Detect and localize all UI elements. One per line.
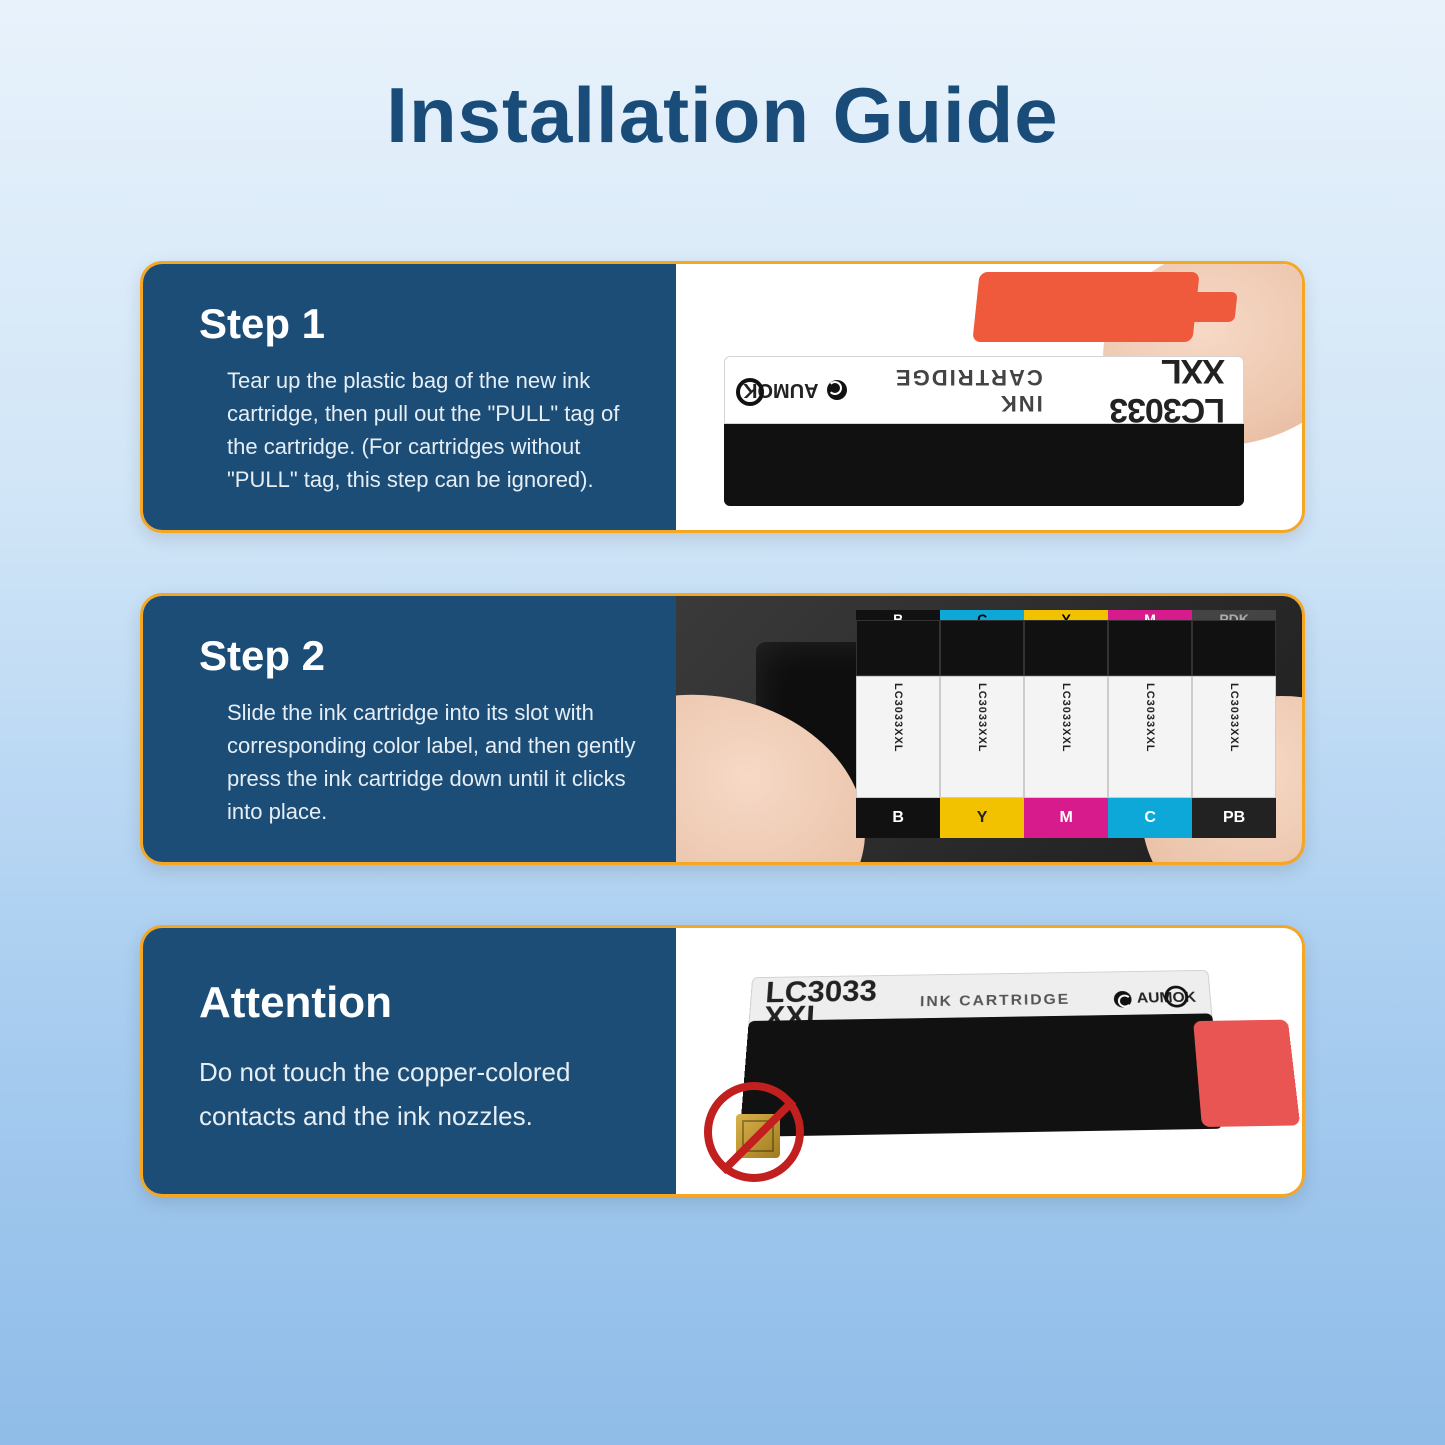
- step-1-image-panel: LC3033 XXL INK CARTRIDGE AUMOK: [676, 264, 1302, 530]
- prohibition-circle-icon: [704, 1082, 804, 1182]
- cartridge-yellow: LC3033XXLY: [940, 620, 1024, 838]
- step-1-description: Tear up the plastic bag of the new ink c…: [199, 364, 636, 496]
- attention-text-panel: Attention Do not touch the copper-colore…: [143, 928, 676, 1194]
- cartridge-label-text: INK CARTRIDGE: [920, 992, 1071, 1011]
- cartridge-icon: LC3033 XXL INK CARTRIDGE AUMOK: [724, 356, 1244, 506]
- cartridge-black: LC3033XXLB: [856, 620, 940, 838]
- cartridge-cyan: LC3033XXLC: [1108, 620, 1192, 838]
- brand-logo-icon: [1113, 991, 1132, 1008]
- step-2-card: Step 2 Slide the ink cartridge into its …: [140, 593, 1305, 865]
- step-2-text-panel: Step 2 Slide the ink cartridge into its …: [143, 596, 676, 862]
- cartridge-photo-black: LC3033XXLPB: [1192, 620, 1276, 838]
- attention-image-panel: LC3033XXL INK CARTRIDGE AUMOK: [676, 928, 1302, 1194]
- step-1-card: Step 1 Tear up the plastic bag of the ne…: [140, 261, 1305, 533]
- attention-card: Attention Do not touch the copper-colore…: [140, 925, 1305, 1197]
- cartridge-label-text: INK CARTRIDGE: [847, 364, 1043, 416]
- step-2-description: Slide the ink cartridge into its slot wi…: [199, 696, 636, 828]
- step-1-title: Step 1: [199, 300, 636, 348]
- brand-logo-icon: [827, 380, 847, 400]
- cards-container: Step 1 Tear up the plastic bag of the ne…: [0, 161, 1445, 1197]
- step-1-text-panel: Step 1 Tear up the plastic bag of the ne…: [143, 264, 676, 530]
- page-title: Installation Guide: [0, 0, 1445, 161]
- cartridge-magenta: LC3033XXLM: [1024, 620, 1108, 838]
- attention-title: Attention: [199, 978, 636, 1028]
- cartridge-model-label: LC3033 XXL: [1043, 351, 1225, 429]
- pull-tab-icon: [972, 272, 1199, 342]
- black-dot-icon: [736, 378, 764, 406]
- red-cap-icon: [1193, 1020, 1300, 1127]
- cartridge-with-cap-icon: LC3033XXL INK CARTRIDGE AUMOK: [739, 969, 1296, 1149]
- cartridge-row: LC3033XXLB LC3033XXLY LC3033XXLM LC3033X…: [856, 620, 1276, 838]
- attention-description: Do not touch the copper-colored contacts…: [199, 1050, 636, 1138]
- step-2-image-panel: B C Y M PDK LC3033XXLB LC3033XXLY LC3033…: [676, 596, 1302, 862]
- step-2-title: Step 2: [199, 632, 636, 680]
